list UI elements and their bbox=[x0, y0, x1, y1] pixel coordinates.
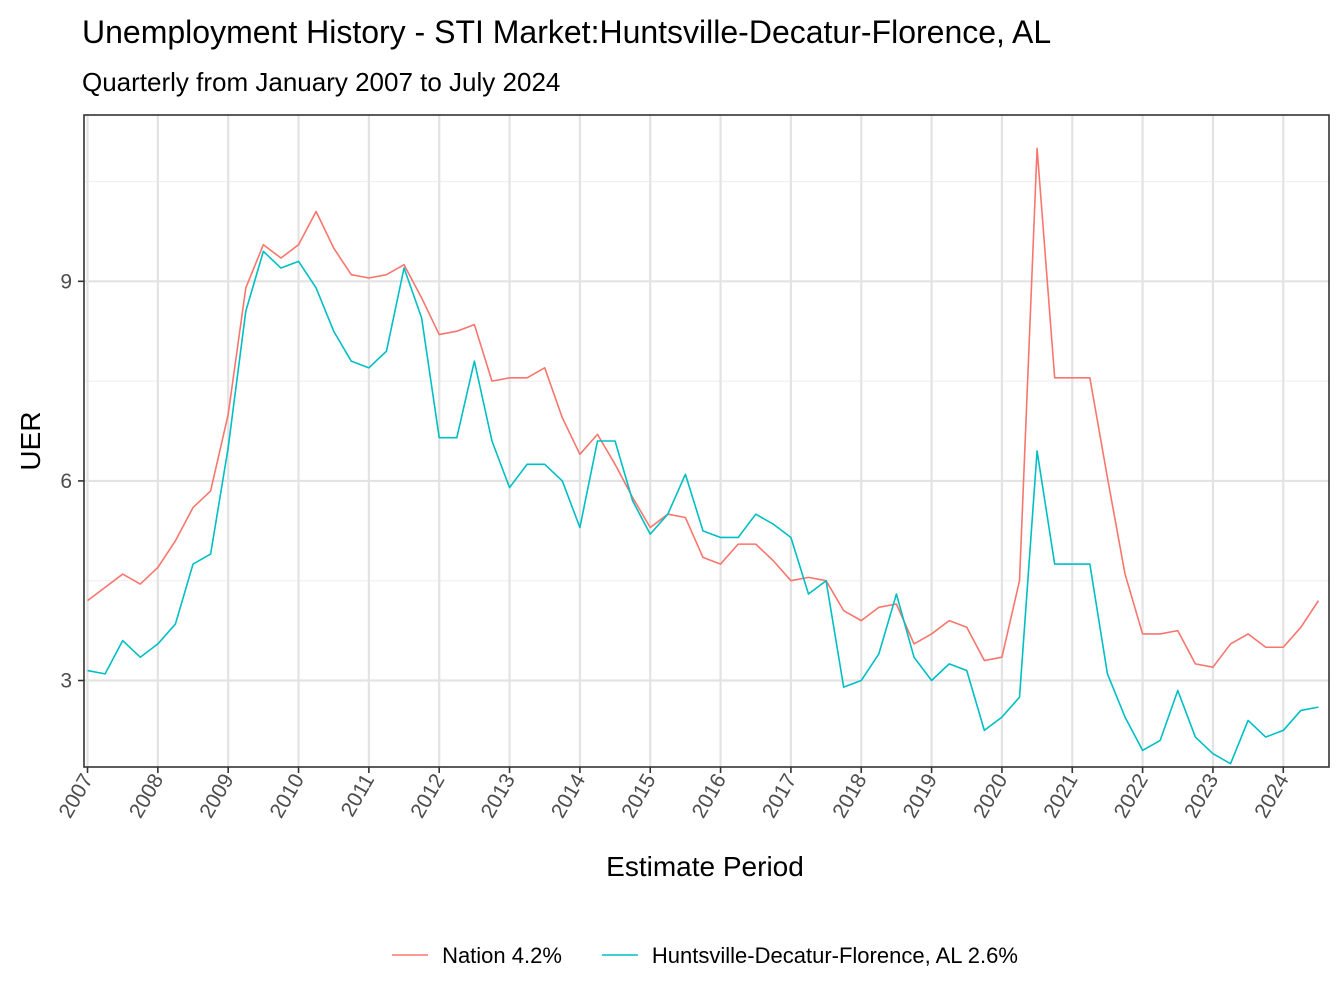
plot-border bbox=[83, 114, 1330, 768]
x-tick-label: 2019 bbox=[899, 770, 942, 822]
x-tick-label: 2009 bbox=[195, 770, 238, 822]
x-tick-label: 2011 bbox=[337, 770, 380, 821]
x-tick-label: 2017 bbox=[758, 770, 801, 822]
legend-label: Huntsville-Decatur-Florence, AL 2.6% bbox=[652, 943, 1018, 968]
series-line-0 bbox=[87, 147, 1320, 669]
chart-title: Unemployment History - STI Market:Huntsv… bbox=[82, 14, 1051, 50]
x-tick-label: 2018 bbox=[828, 770, 871, 822]
y-axis-title: UER bbox=[15, 411, 46, 470]
legend: Nation 4.2% Huntsville-Decatur-Florence, … bbox=[392, 943, 1018, 968]
series-line-1 bbox=[87, 250, 1319, 765]
legend-label: Nation 4.2% bbox=[442, 943, 562, 968]
x-tick-label: 2013 bbox=[477, 770, 520, 822]
legend-item-0: Nation 4.2% bbox=[392, 943, 562, 968]
x-tick-label: 2014 bbox=[547, 770, 590, 822]
y-axis: 3 6 9 bbox=[60, 270, 84, 693]
x-tick-label: 2007 bbox=[55, 770, 98, 822]
x-tick-label: 2012 bbox=[406, 770, 449, 822]
legend-item-1: Huntsville-Decatur-Florence, AL 2.6% bbox=[601, 943, 1018, 968]
x-axis-title: Estimate Period bbox=[606, 851, 804, 882]
x-tick-label: 2023 bbox=[1180, 770, 1223, 822]
x-tick-label: 2008 bbox=[125, 770, 168, 822]
grid-lines bbox=[84, 115, 1329, 767]
x-tick-label: 2022 bbox=[1110, 770, 1153, 822]
x-tick-label: 2010 bbox=[266, 770, 309, 822]
x-tick-label: 2016 bbox=[688, 770, 731, 822]
x-tick-label: 2020 bbox=[969, 770, 1012, 822]
x-tick-label: 2021 bbox=[1039, 770, 1082, 822]
plot-background bbox=[84, 115, 1329, 767]
y-tick-label: 3 bbox=[60, 670, 72, 693]
x-tick-label: 2015 bbox=[617, 770, 660, 822]
series-lines bbox=[87, 147, 1320, 765]
x-axis: 2007 2008 2009 2010 2011 2012 2013 2014 2015 2016… bbox=[55, 767, 1294, 822]
chart-subtitle: Quarterly from January 2007 to July 2024 bbox=[82, 67, 560, 97]
y-tick-label: 9 bbox=[60, 270, 72, 293]
x-tick-label: 2024 bbox=[1250, 770, 1293, 822]
y-tick-label: 6 bbox=[60, 470, 72, 493]
